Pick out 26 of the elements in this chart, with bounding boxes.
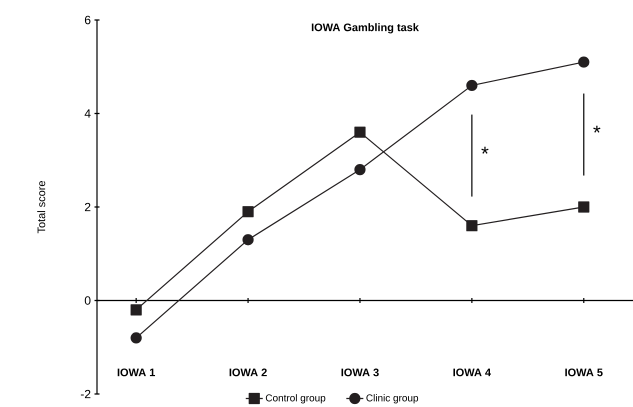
- point: [242, 206, 254, 218]
- point: [578, 56, 590, 68]
- point: [354, 164, 366, 176]
- y-tick-label: 4: [84, 109, 91, 118]
- chart-title: IOWA Gambling task: [312, 23, 419, 34]
- y-tick-label: -2: [80, 390, 90, 398]
- point: [130, 304, 142, 316]
- annotation: *: [593, 126, 600, 133]
- point: [578, 201, 590, 213]
- y-axis-title: Total score: [37, 180, 46, 234]
- x-tick-label: IOWA 2: [230, 368, 267, 376]
- x-tick-label: IOWA 5: [565, 368, 603, 376]
- point: [130, 332, 142, 344]
- y-tick-label: 2: [84, 202, 90, 212]
- x-tick-label: IOWA 3: [342, 368, 379, 376]
- x-tick-label: IOWA 1: [118, 368, 156, 376]
- point: [242, 234, 254, 246]
- legend-label: Clinic group: [366, 394, 418, 404]
- y-tick-label: 6: [84, 16, 90, 24]
- y-tick-label: 0: [84, 296, 91, 305]
- legend-label: Control group: [266, 394, 326, 404]
- point: [354, 126, 366, 138]
- x-tick-label: IOWA 4: [453, 368, 491, 376]
- point: [466, 80, 478, 92]
- point: [466, 220, 478, 232]
- annotation: *: [481, 146, 489, 154]
